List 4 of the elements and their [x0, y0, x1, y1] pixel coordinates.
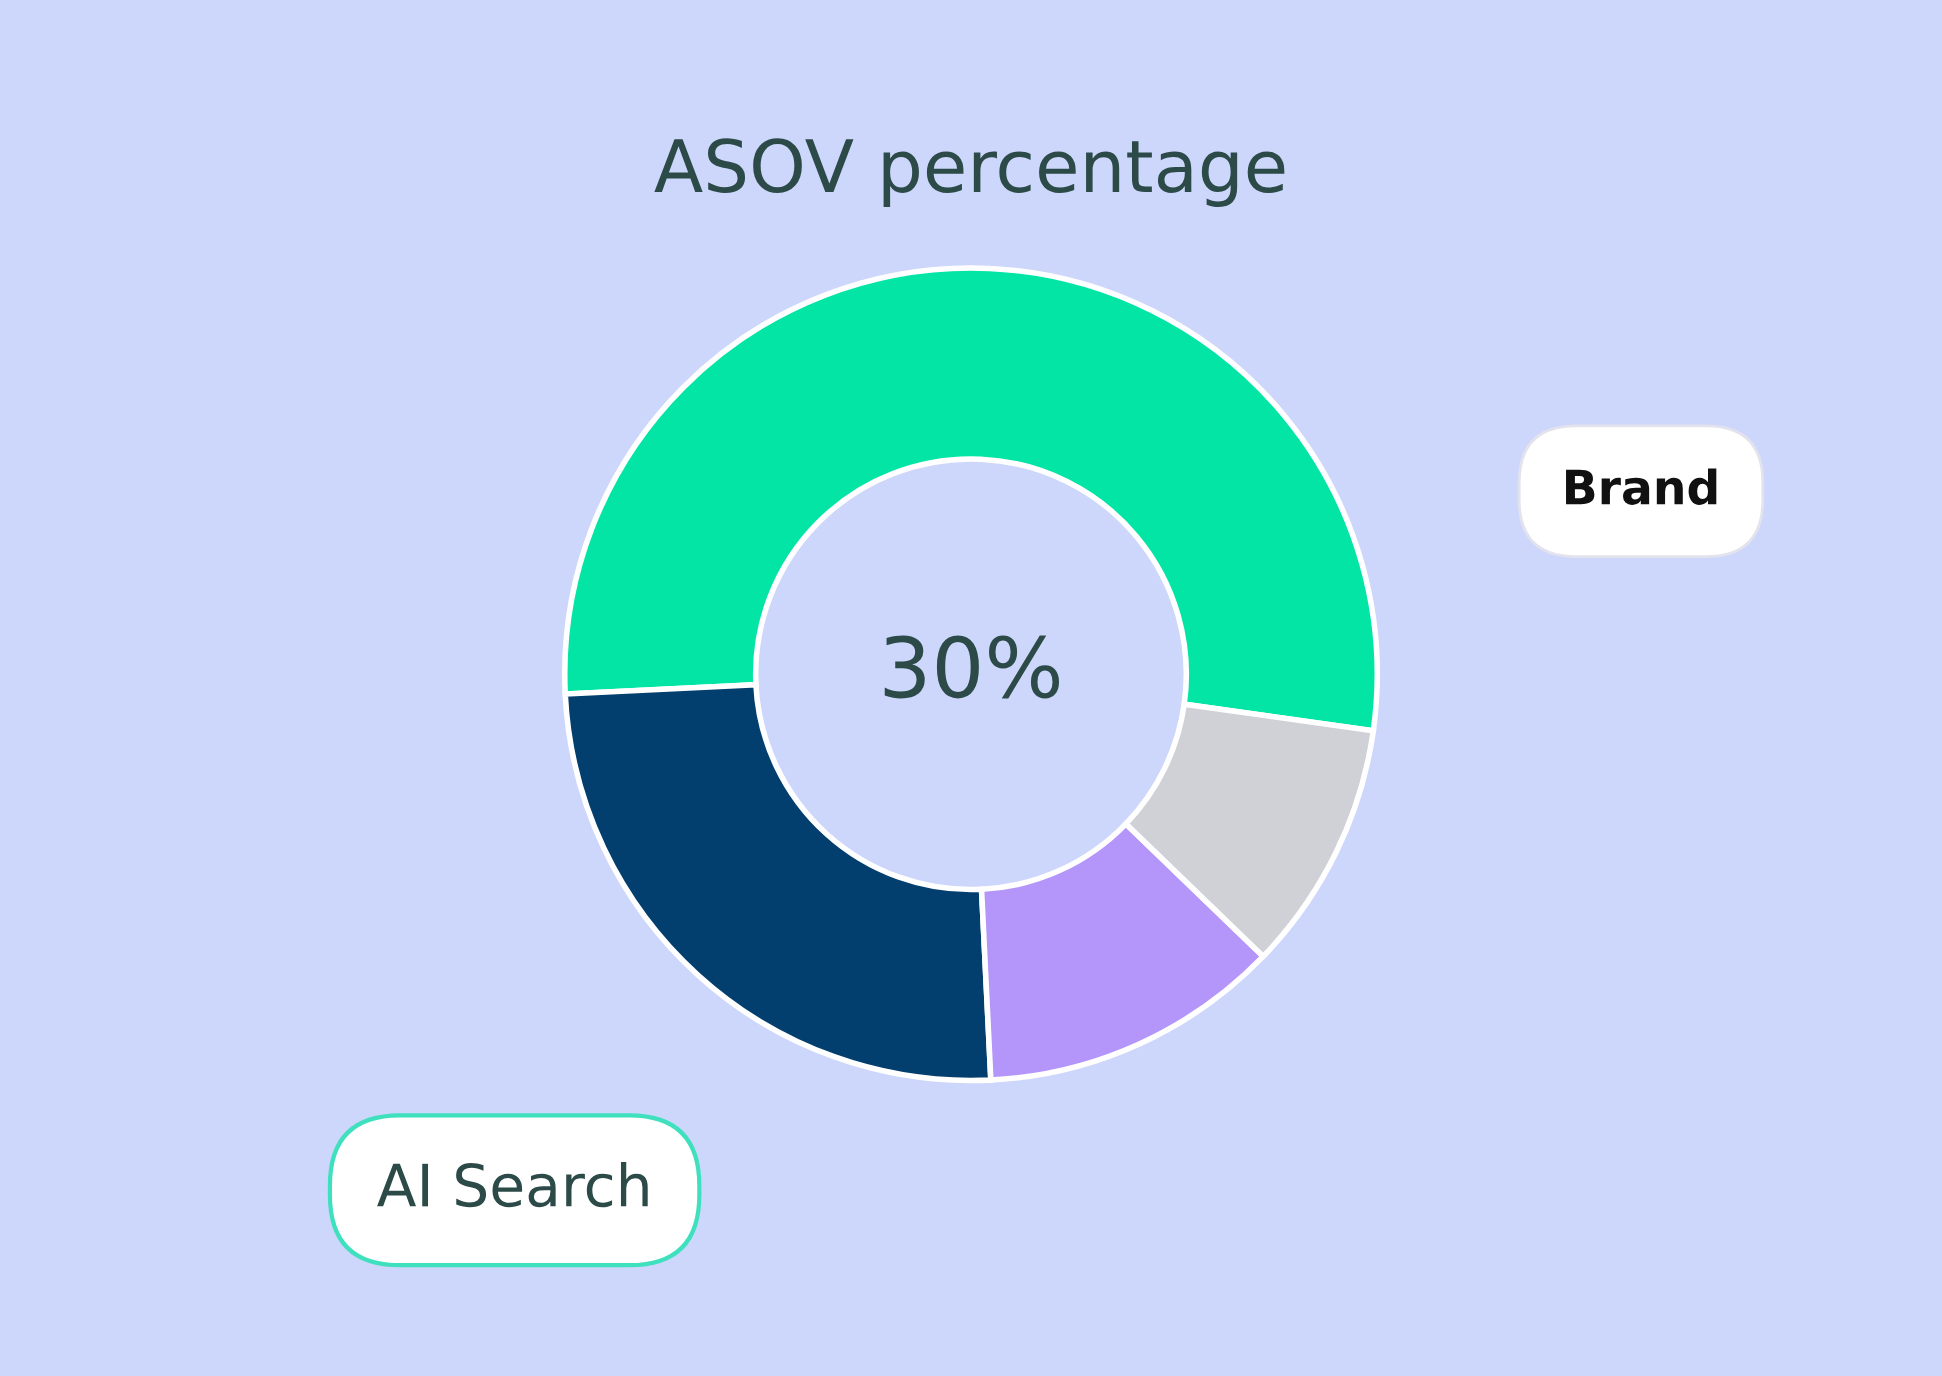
text: AI Search: [377, 1162, 648, 1208]
text: Brand: [1566, 468, 1717, 505]
chart-title: ASOV percentage: [654, 138, 1285, 207]
text: 30%: [884, 635, 1060, 699]
